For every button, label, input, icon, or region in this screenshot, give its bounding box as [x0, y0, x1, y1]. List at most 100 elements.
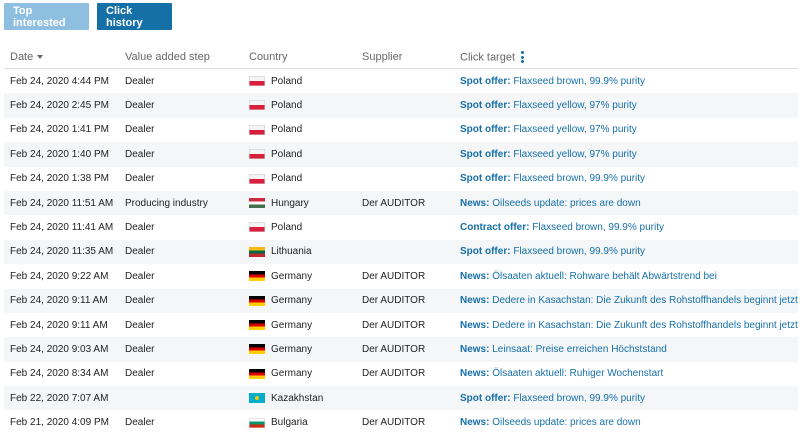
cell-supplier	[356, 386, 454, 411]
cell-country: Germany	[243, 362, 356, 386]
click-target-title: Flaxseed brown, 99.9% purity	[513, 246, 646, 258]
cell-date: Feb 24, 2020 9:11 AM	[10, 319, 108, 331]
cell-date: Feb 24, 2020 9:11 AM	[4, 288, 119, 313]
cell-click-target: Spot offer: Flaxseed brown, 99.9% purity	[454, 239, 798, 265]
column-header-click-target[interactable]: Click target	[454, 46, 798, 69]
table-row: Feb 24, 2020 11:51 AM Producing industry H…	[4, 190, 798, 216]
cell-date: Feb 24, 2020 2:45 PM	[4, 93, 119, 118]
click-target-title: Leinsaat: Preise erreichen Höchststand	[492, 343, 667, 355]
column-menu-kebab-icon[interactable]	[521, 50, 525, 65]
cell-country: Germany	[243, 313, 356, 337]
click-target-type: Spot offer:	[460, 148, 511, 160]
click-target-title: Flaxseed yellow, 97% purity	[513, 148, 637, 160]
country-label: Poland	[271, 148, 303, 160]
click-history-table: Date Value added step Country Supplier C…	[4, 46, 798, 435]
cell-click-target: News: Ölsaaten aktuell: Rohware behält A…	[454, 264, 798, 288]
click-target-link[interactable]: News: Ölsaaten aktuell: Ruhiger Wochenst…	[460, 368, 663, 379]
germany-flag-icon	[249, 319, 265, 330]
country-label: Poland	[271, 222, 303, 234]
tab-bar: Top interested Click history	[4, 3, 172, 30]
cell-date: Feb 24, 2020 4:44 PM	[10, 75, 109, 87]
click-target-title: Ölsaaten aktuell: Rohware behält Abwärts…	[492, 270, 717, 282]
cell-value-added-step	[119, 386, 243, 411]
germany-flag-icon	[249, 368, 265, 379]
click-target-link[interactable]: Contract offer: Flaxseed brown, 99.9% pu…	[460, 222, 664, 233]
column-header-date[interactable]: Date	[4, 46, 119, 69]
column-header-value-added-step[interactable]: Value added step	[119, 46, 243, 69]
cell-value-added-step: Dealer	[125, 368, 155, 380]
click-target-title: Flaxseed brown, 99.9% purity	[532, 222, 664, 234]
cell-supplier: Der AUDITOR	[356, 190, 454, 216]
column-header-country[interactable]: Country	[243, 46, 356, 69]
table-row: Feb 24, 2020 1:38 PM Dealer Poland Spot off…	[4, 167, 798, 191]
cell-date: Feb 21, 2020 4:09 PM	[10, 417, 109, 429]
cell-supplier: Der AUDITOR	[356, 288, 454, 313]
cell-value-added-step: Dealer	[125, 222, 155, 234]
click-target-link[interactable]: News: Oilseeds update: prices are down	[460, 417, 641, 428]
click-target-title: Oilseeds update: prices are down	[492, 197, 641, 209]
cell-supplier: Der AUDITOR	[356, 337, 454, 362]
table-row: Feb 24, 2020 9:03 AM Dealer Germany Der AUD…	[4, 337, 798, 362]
click-target-link[interactable]: Spot offer: Flaxseed brown, 99.9% purity	[460, 246, 645, 257]
click-target-link[interactable]: Spot offer: Flaxseed brown, 99.9% purity	[460, 393, 645, 404]
table-row: Feb 22, 2020 7:07 AM Kazakhstan Spot offer…	[4, 386, 798, 411]
column-header-supplier[interactable]: Supplier	[356, 46, 454, 69]
germany-flag-icon	[249, 295, 265, 306]
country-label: Poland	[271, 173, 303, 185]
click-target-type: Spot offer:	[460, 100, 511, 112]
click-target-link[interactable]: News: Ölsaaten aktuell: Rohware behält A…	[460, 271, 717, 282]
click-target-type: Spot offer:	[460, 246, 511, 258]
country-label: Poland	[271, 75, 303, 87]
click-target-link[interactable]: Spot offer: Flaxseed yellow, 97% purity	[460, 124, 637, 135]
cell-supplier: Der AUDITOR	[362, 319, 426, 331]
tab-click-history[interactable]: Click history	[97, 3, 172, 30]
tab-top-interested[interactable]: Top interested	[4, 3, 89, 30]
cell-date: Feb 24, 2020 11:35 AM	[4, 239, 119, 265]
cell-click-target: Spot offer: Flaxseed yellow, 97% purity	[454, 118, 798, 142]
click-target-title: Flaxseed brown, 99.9% purity	[513, 75, 646, 87]
cell-supplier: Der AUDITOR	[362, 368, 426, 380]
cell-click-target: Spot offer: Flaxseed brown, 99.9% purity	[454, 69, 798, 94]
cell-click-target: News: Oilseeds update: prices are down	[454, 190, 798, 216]
click-target-link[interactable]: Spot offer: Flaxseed yellow, 97% purity	[460, 149, 637, 160]
cell-supplier	[356, 215, 454, 239]
cell-country: Poland	[243, 142, 356, 167]
cell-supplier: Der AUDITOR	[362, 270, 426, 282]
cell-click-target: News: Ölsaaten aktuell: Ruhiger Wochenst…	[454, 362, 798, 386]
click-target-link[interactable]: Spot offer: Flaxseed brown, 99.9% purity	[460, 76, 645, 87]
click-target-link[interactable]: News: Dedere in Kasachstan: Die Zukunft …	[460, 295, 798, 306]
click-target-title: Flaxseed brown, 99.9% purity	[513, 173, 646, 185]
cell-country: Germany	[243, 264, 356, 288]
click-target-link[interactable]: Spot offer: Flaxseed yellow, 97% purity	[460, 100, 637, 111]
cell-date: Feb 24, 2020 1:40 PM	[4, 142, 119, 167]
cell-country: Poland	[243, 215, 356, 239]
click-target-link[interactable]: News: Oilseeds update: prices are down	[460, 198, 641, 209]
click-target-link[interactable]: Spot offer: Flaxseed brown, 99.9% purity	[460, 173, 645, 184]
sort-desc-icon[interactable]	[37, 55, 44, 60]
cell-value-added-step: Dealer	[119, 142, 243, 167]
cell-date: Feb 24, 2020 11:41 AM	[10, 222, 114, 234]
cell-supplier	[356, 142, 454, 167]
cell-country: Kazakhstan	[243, 386, 356, 411]
click-target-link[interactable]: News: Dedere in Kasachstan: Die Zukunft …	[460, 320, 798, 331]
cell-value-added-step: Producing industry	[119, 190, 243, 216]
cell-country: Hungary	[243, 190, 356, 216]
cell-value-added-step: Dealer	[119, 239, 243, 265]
click-target-type: News:	[460, 368, 490, 380]
cell-click-target: News: Leinsaat: Preise erreichen Höchsts…	[454, 337, 798, 362]
country-label: Poland	[271, 100, 303, 112]
cell-click-target: Spot offer: Flaxseed yellow, 97% purity	[454, 93, 798, 118]
table-row: Feb 24, 2020 9:11 AM Dealer Germany Der AUD…	[4, 288, 798, 313]
cell-supplier	[356, 93, 454, 118]
poland-flag-icon	[249, 124, 265, 135]
cell-supplier	[356, 118, 454, 142]
click-target-link[interactable]: News: Leinsaat: Preise erreichen Höchsts…	[460, 344, 667, 355]
cell-click-target: Spot offer: Flaxseed brown, 99.9% purity	[454, 386, 798, 411]
click-target-type: Spot offer:	[460, 392, 511, 404]
cell-supplier	[356, 167, 454, 191]
country-label: Germany	[271, 368, 313, 380]
cell-date: Feb 24, 2020 9:22 AM	[10, 270, 109, 282]
cell-country: Poland	[243, 69, 356, 94]
poland-flag-icon	[249, 222, 265, 233]
table-row: Feb 24, 2020 1:41 PM Dealer Poland Spot off…	[4, 118, 798, 142]
